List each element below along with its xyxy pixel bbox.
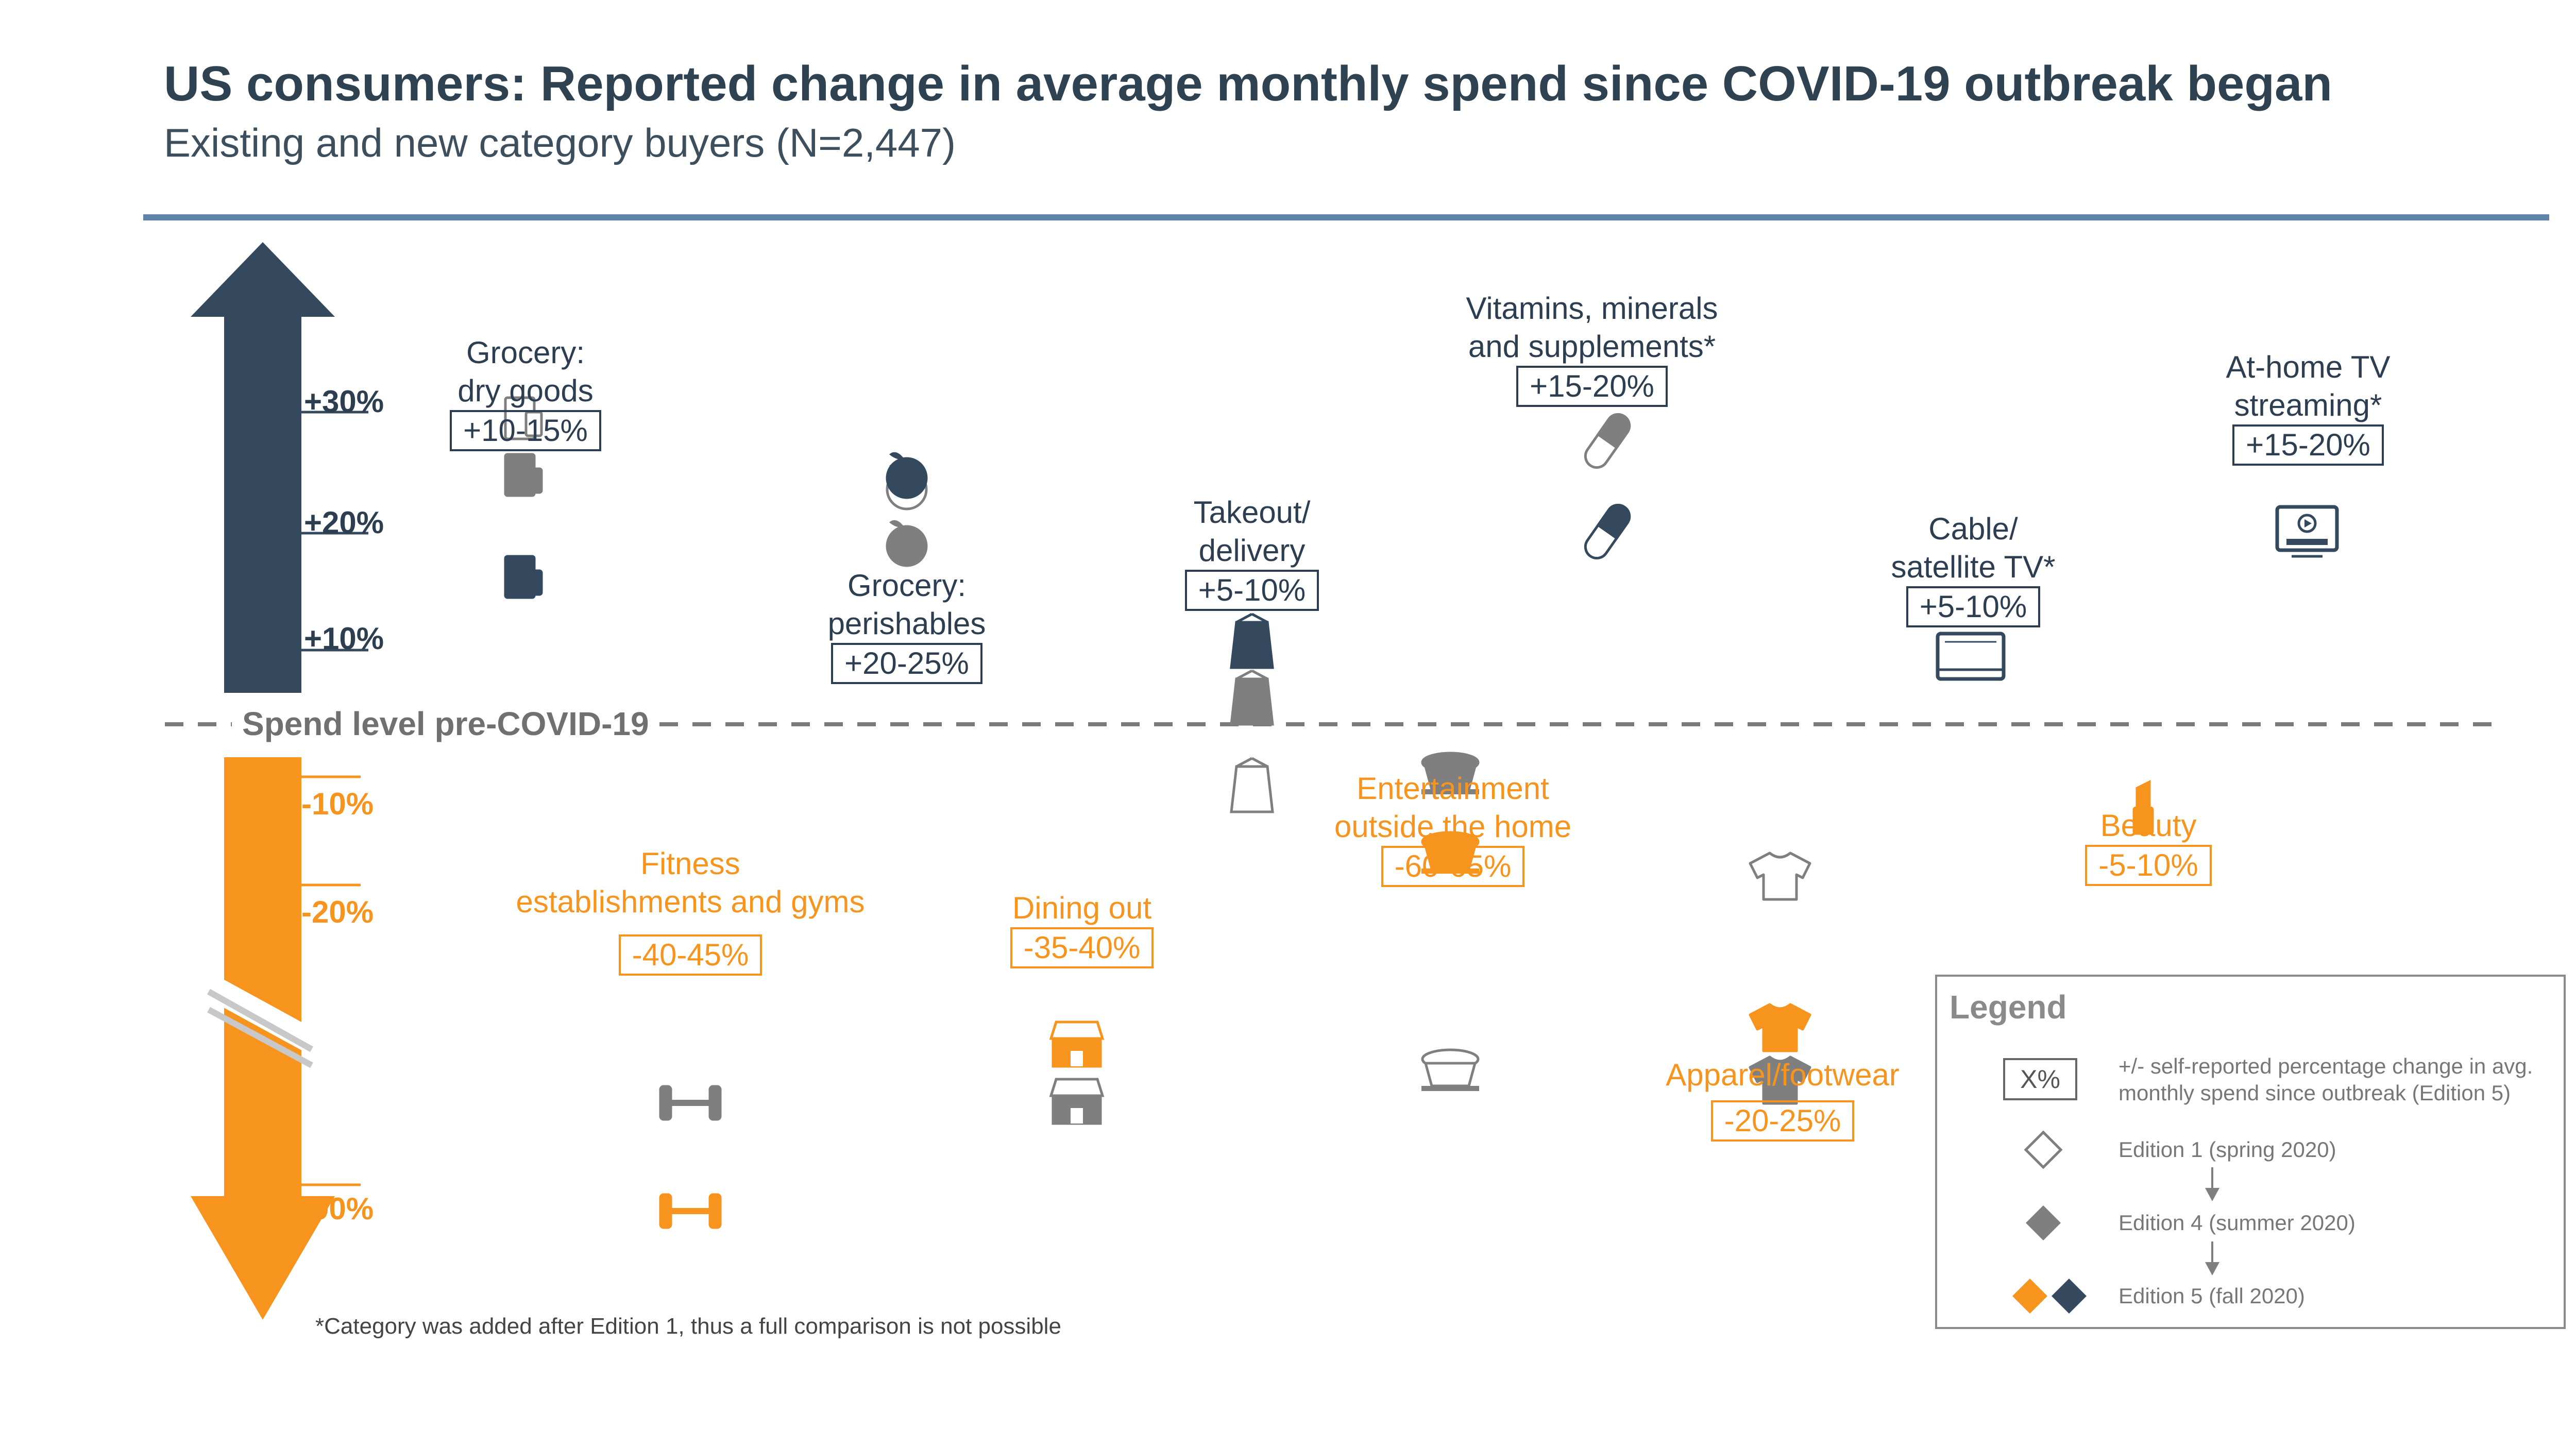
category-label-vitamins: Vitamins, minerals and supplements* +15-… [1437,290,1747,407]
tick-label-neg20: -20% [301,895,374,929]
legend-title: Legend [1950,989,2067,1026]
axis-break-mark [200,973,320,1068]
category-label-streaming: At-home TV streaming* +15-20% [2190,348,2427,466]
perish-e5-marker [886,452,928,499]
legend-edition1-marker [2024,1130,2063,1169]
legend-box-desc: +/- self-reported percentage change in a… [2119,1054,2533,1105]
apparel-e4-marker [1749,1056,1811,1105]
dining-e4-marker [1049,1078,1105,1125]
tick-label-neg90: -90% [301,1191,374,1226]
category-label-beauty: Beauty -5-10% [2061,807,2236,886]
tick-label-pos10: +10% [304,621,384,656]
takeout-e4-marker [1230,669,1274,726]
category-label-perish: Grocery: perishables +20-25% [804,567,1010,684]
legend-box-sample: X% [2003,1058,2077,1100]
vitamins-e5-marker [1584,504,1631,559]
entertain-e1-marker [1421,1048,1480,1091]
apparel-e1-marker [1749,852,1811,901]
dry-e4-marker [504,453,543,497]
dry-e5-marker [504,555,543,599]
legend-edition1-label: Edition 1 (spring 2020) [2119,1137,2336,1162]
entertain-e4-marker [1421,752,1480,794]
entertain-e5-marker [1421,831,1480,874]
dining-e5-marker [1049,1020,1105,1068]
category-label-fitness: Fitness establishments and gyms -40-45% [484,845,896,976]
vitamins-e4-marker [1584,413,1631,469]
legend: Legend X% +/- self-reported percentage c… [1935,975,2566,1329]
cable-e5-marker [1936,632,2006,681]
positive-arrow [191,242,335,693]
header-rule [143,214,2549,220]
beauty-e5-marker [2132,779,2154,835]
category-label-entertain: Entertainment outside the home -60-65% [1298,770,1607,887]
legend-edition4-label: Edition 4 (summer 2020) [2119,1211,2355,1235]
tick-label-neg10: -10% [301,787,374,821]
legend-edition5-label: Edition 5 (fall 2020) [2119,1284,2305,1308]
category-label-takeout: Takeout/ delivery +5-10% [1159,493,1345,611]
tick-lines [301,411,368,1186]
apparel-e5-marker [1749,1003,1811,1052]
page-title: US consumers: Reported change in average… [164,56,2333,111]
page-subtitle: Existing and new category buyers (N=2,44… [164,120,956,165]
category-label-cable: Cable/ satellite TV* +5-10% [1865,510,2081,627]
category-label-dining: Dining out -35-40% [979,889,1185,968]
perish-e4-marker [886,520,928,567]
category-label-apparel: Apparel/footwear -20-25% [1649,1056,1917,1142]
fitness-e4-marker [659,1085,722,1121]
legend-markers [2012,1130,2219,1314]
category-label-dry: Grocery: dry goods +10-15% [417,334,634,451]
legend-edition4-marker [2026,1205,2061,1240]
takeout-e5-marker [1230,612,1274,669]
tick-label-pos20: +20% [304,505,384,540]
fitness-e5-marker [659,1193,722,1229]
tick-label-pos30: +30% [304,384,384,419]
dry-e1-marker [504,396,543,440]
footnote: *Category was added after Edition 1, thu… [315,1314,1061,1339]
legend-edition5-marker-navy [2052,1279,2087,1314]
baseline-label: Spend level pre-COVID-19 [232,705,659,743]
legend-edition5-marker-orange [2012,1279,2047,1314]
takeout-e1-marker [1230,757,1274,813]
streaming-e5-marker [2275,505,2339,558]
